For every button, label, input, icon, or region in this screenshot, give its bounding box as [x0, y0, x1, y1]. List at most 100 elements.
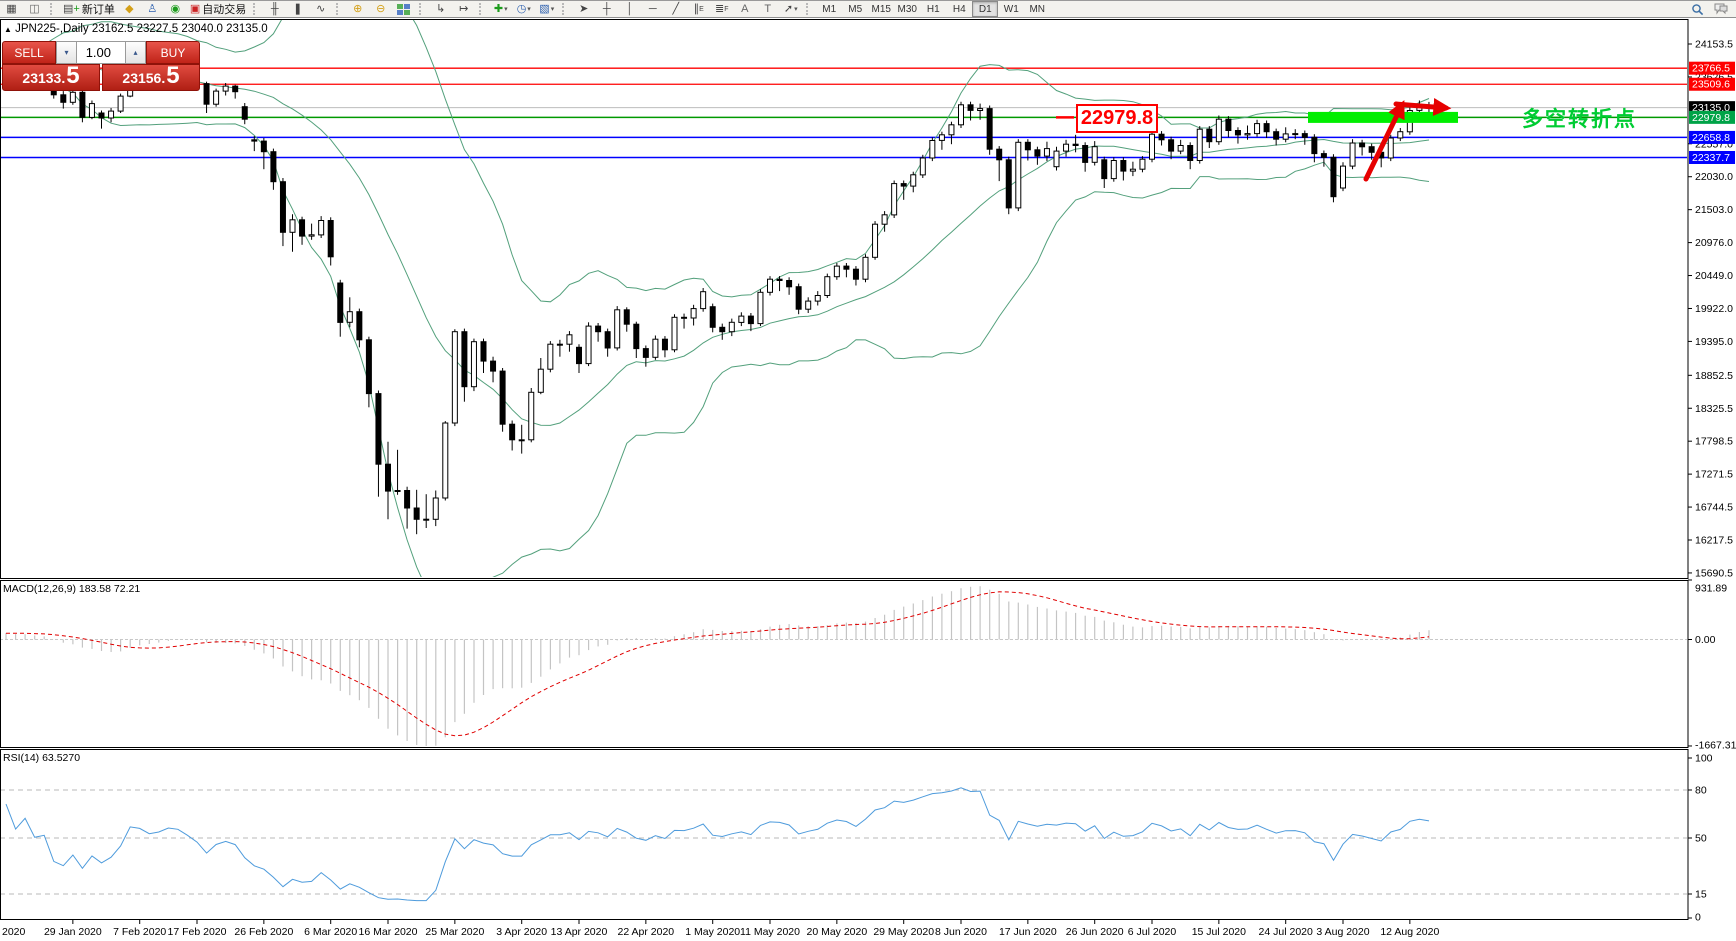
pane-frame — [0, 749, 1689, 920]
svg-text:80: 80 — [1695, 785, 1707, 797]
timeframe-d1-button[interactable]: D1 — [972, 1, 999, 17]
chart-shift-button[interactable]: ↦ — [453, 1, 474, 18]
search-button[interactable] — [1687, 1, 1708, 18]
price-axis[interactable]: 24153.523626.522557.022030.021503.020976… — [1688, 39, 1736, 924]
metaeditor-button[interactable]: ◆ — [119, 1, 140, 18]
text-icon: A — [741, 2, 749, 15]
timeframe-m30-button[interactable]: M30 — [897, 3, 917, 15]
timeframe-toolbar: M1 M5 M15 M30 H1 H4 D1 W1 MN — [816, 1, 1050, 17]
bar-chart-icon: ╫ — [270, 2, 279, 15]
trend-arrow[interactable] — [1393, 98, 1452, 116]
trendline-button[interactable]: ╱ — [665, 1, 686, 18]
svg-text:20 May 2020: 20 May 2020 — [806, 926, 867, 938]
chevron-down-icon: ▾ — [504, 6, 508, 13]
timeframe-w1-button[interactable]: W1 — [1003, 3, 1019, 15]
zoom-out-icon: ⊖ — [376, 2, 386, 15]
collapse-arrow-icon[interactable]: ▲ — [4, 25, 12, 34]
auto-scroll-button[interactable]: ↳ — [430, 1, 451, 18]
svg-text:17 Feb 2020: 17 Feb 2020 — [168, 926, 227, 938]
svg-text:1 May 2020: 1 May 2020 — [685, 926, 740, 938]
svg-text:13 Apr 2020: 13 Apr 2020 — [551, 926, 608, 938]
arrows-icon: ➚ — [783, 2, 794, 15]
indicators-button[interactable]: ✚ ▾ — [490, 1, 511, 18]
search-icon — [1692, 3, 1704, 15]
new-order-button[interactable]: ▤ + 新订单 — [61, 1, 117, 18]
chart-area[interactable]: 24153.5 23626.5 22557.0 22030.0 21503.0 20976… — [0, 17, 1736, 941]
svg-text:25 Mar 2020: 25 Mar 2020 — [425, 926, 484, 938]
arrows-button[interactable]: ➚ ▾ — [780, 1, 801, 18]
svg-text:6 Jul 2020: 6 Jul 2020 — [1128, 926, 1177, 938]
svg-text:12 Aug 2020: 12 Aug 2020 — [1380, 926, 1439, 938]
vertical-line-button[interactable]: │ — [619, 1, 640, 18]
signals-button[interactable]: ◉ — [165, 1, 186, 18]
new-chart-button[interactable]: ▦ — [1, 1, 22, 18]
strategy-tester-button[interactable]: ♙ — [142, 1, 163, 18]
candlestick-chart-button[interactable]: ❚ — [287, 1, 308, 18]
chevron-down-icon: ▾ — [550, 6, 555, 13]
svg-text:17271.5: 17271.5 — [1695, 469, 1733, 481]
volume-increase-button[interactable]: ▴ — [125, 41, 146, 64]
pane-frame — [0, 19, 1689, 579]
svg-text:0: 0 — [1695, 912, 1701, 924]
volume-input[interactable]: 1.00 — [77, 41, 125, 64]
svg-text:11 May 2020: 11 May 2020 — [740, 926, 800, 938]
buy-button[interactable]: BUY — [146, 41, 200, 64]
macd-label: MACD(12,26,9) 183.58 72.21 — [3, 583, 140, 595]
timeframe-m5-button[interactable]: M5 — [848, 3, 863, 15]
toolbar-grip — [253, 3, 260, 15]
timeframe-m1-button[interactable]: M1 — [822, 3, 837, 15]
volume-decrease-button[interactable]: ▾ — [56, 41, 77, 64]
timeframe-h4-button[interactable]: H4 — [952, 3, 966, 15]
fibonacci-button[interactable]: ≣ F — [715, 2, 729, 15]
support-band-highlight[interactable] — [1308, 111, 1458, 123]
chevron-down-icon: ▾ — [794, 6, 798, 13]
one-click-trading-panel: SELL ▾ 1.00 ▴ BUY 23133. 5 23156. 5 — [2, 41, 200, 91]
bar-chart-button[interactable]: ╫ — [264, 1, 285, 18]
channel-button[interactable]: ∥ E — [693, 2, 704, 15]
brush-icon: ◆ — [125, 2, 134, 15]
sell-price-display[interactable]: 23133. 5 — [2, 64, 100, 91]
text-label-icon: T — [764, 2, 772, 15]
crosshair-button[interactable]: ┼ — [596, 1, 617, 18]
text-button[interactable]: A — [734, 1, 755, 18]
sell-button[interactable]: SELL — [2, 41, 56, 64]
zoom-out-button[interactable]: ⊖ — [370, 1, 391, 18]
svg-text:26 Feb 2020: 26 Feb 2020 — [234, 926, 293, 938]
tile-windows-button[interactable] — [393, 1, 414, 18]
periods-button[interactable]: ◷ ▾ — [513, 1, 534, 18]
auto-trading-label: 自动交易 — [202, 4, 247, 16]
timeframe-mn-button[interactable]: MN — [1029, 3, 1046, 15]
svg-text:18325.5: 18325.5 — [1695, 403, 1733, 415]
profiles-button[interactable]: ◫ — [24, 1, 45, 18]
zoom-in-button[interactable]: ⊕ — [347, 1, 368, 18]
toolbar-grip — [419, 3, 426, 15]
sell-price-main: 23133. — [22, 70, 66, 86]
auto-trading-icon: ▣ — [189, 2, 201, 15]
buy-price-display[interactable]: 23156. 5 — [102, 64, 200, 91]
timeframe-h1-button[interactable]: H1 — [926, 3, 940, 15]
templates-button[interactable]: ▧ ▾ — [536, 1, 557, 18]
cursor-button[interactable]: ➤ — [573, 1, 594, 18]
svg-text:20449.0: 20449.0 — [1695, 270, 1733, 282]
svg-text:100: 100 — [1695, 753, 1713, 765]
svg-text:16217.5: 16217.5 — [1695, 535, 1733, 547]
trend-arrow[interactable] — [1363, 100, 1405, 182]
chat-button[interactable] — [1710, 1, 1731, 18]
channel-icon: ∥ — [693, 2, 700, 15]
svg-text:16744.5: 16744.5 — [1695, 502, 1733, 514]
new-order-icon: ▤ — [63, 2, 74, 15]
timeframe-m15-button[interactable]: M15 — [871, 3, 891, 15]
main-toolbar: ▦ ◫ ▤ + 新订单 ◆ ♙ ◉ ▣ 自动交易 ╫ ❚ ∿ ⊕ ⊖ ↳ ↦ ✚ ▾… — [0, 1, 1736, 18]
macd-histogram — [5, 586, 1430, 746]
svg-text:29 May 2020: 29 May 2020 — [873, 926, 934, 938]
horizontal-line-button[interactable]: ─ — [642, 1, 663, 18]
svg-text:3 Aug 2020: 3 Aug 2020 — [1316, 926, 1369, 938]
text-label-button[interactable]: T — [757, 1, 778, 18]
auto-trading-button[interactable]: ▣ 自动交易 — [188, 1, 248, 18]
turning-point-note[interactable]: 多空转折点 — [1522, 108, 1637, 132]
line-chart-button[interactable]: ∿ — [310, 1, 331, 18]
support-price-annotation[interactable]: 22979.8 — [1076, 104, 1158, 134]
clock-icon: ◷ — [516, 2, 527, 15]
svg-text:20976.0: 20976.0 — [1695, 237, 1733, 249]
